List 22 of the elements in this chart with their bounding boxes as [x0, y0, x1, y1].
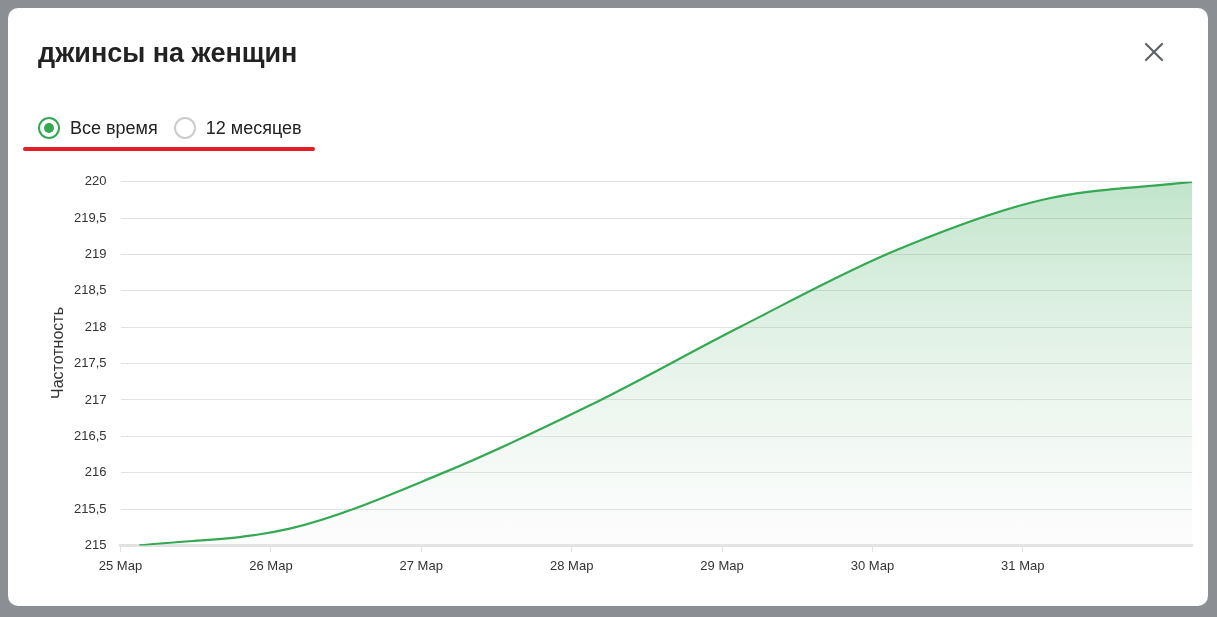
- y-tick-label: 216: [84, 464, 107, 480]
- y-tick-label: 218,5: [73, 282, 107, 298]
- x-tick-label: 26 Мар: [249, 557, 293, 573]
- y-tick-label: 216,5: [73, 427, 107, 443]
- y-tick-label: 219,5: [73, 209, 107, 225]
- y-tick-label: 215: [84, 536, 107, 552]
- y-tick-label: 220: [84, 173, 107, 189]
- text: 12 месяцев: [205, 117, 302, 139]
- y-tick-label: 217,5: [73, 355, 107, 371]
- x-tick-label: 31 Мар: [1001, 557, 1045, 573]
- y-tick-label: 219: [84, 246, 107, 262]
- x-tick-label: 27 Мар: [399, 557, 444, 573]
- chart-title: джинсы на женщин: [38, 38, 298, 69]
- y-tick-label: 218: [84, 318, 107, 334]
- y-tick-label: 217: [84, 391, 107, 407]
- x-tick-label: 25 Мар: [98, 557, 143, 573]
- x-tick-label: 28 Мар: [549, 557, 594, 573]
- y-axis-title: Частотность: [49, 307, 67, 399]
- text: Все время: [70, 117, 158, 139]
- x-tick-label: 30 Мар: [850, 557, 895, 573]
- y-tick-label: 215,5: [73, 500, 107, 516]
- x-tick-label: 29 Мар: [700, 557, 744, 573]
